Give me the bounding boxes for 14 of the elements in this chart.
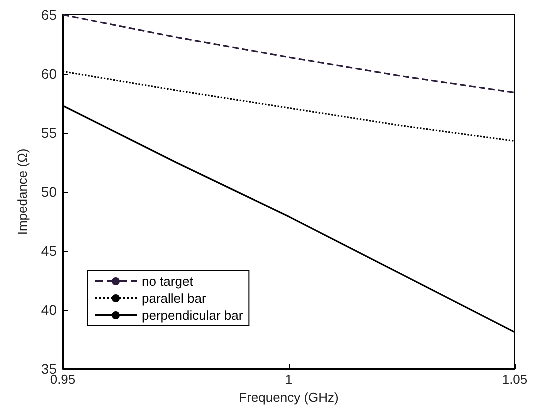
legend-label: perpendicular bar [142, 308, 244, 323]
y-tick-label: 55 [41, 125, 58, 141]
legend-label: parallel bar [142, 291, 207, 306]
y-tick-label: 60 [41, 66, 58, 82]
line-series [62, 14, 516, 94]
y-tick-label: 50 [41, 184, 58, 200]
x-axis-title: Frequency (GHz) [239, 390, 339, 405]
legend-label: no target [142, 274, 194, 289]
y-axis-title: Impedance (Ω) [15, 148, 30, 236]
y-tick-label: 40 [41, 302, 58, 318]
x-tick-label: 1 [285, 372, 293, 387]
y-tick-label: 45 [41, 243, 58, 259]
x-tick-label: 1.05 [502, 372, 528, 387]
y-tick-label: 65 [41, 7, 58, 23]
